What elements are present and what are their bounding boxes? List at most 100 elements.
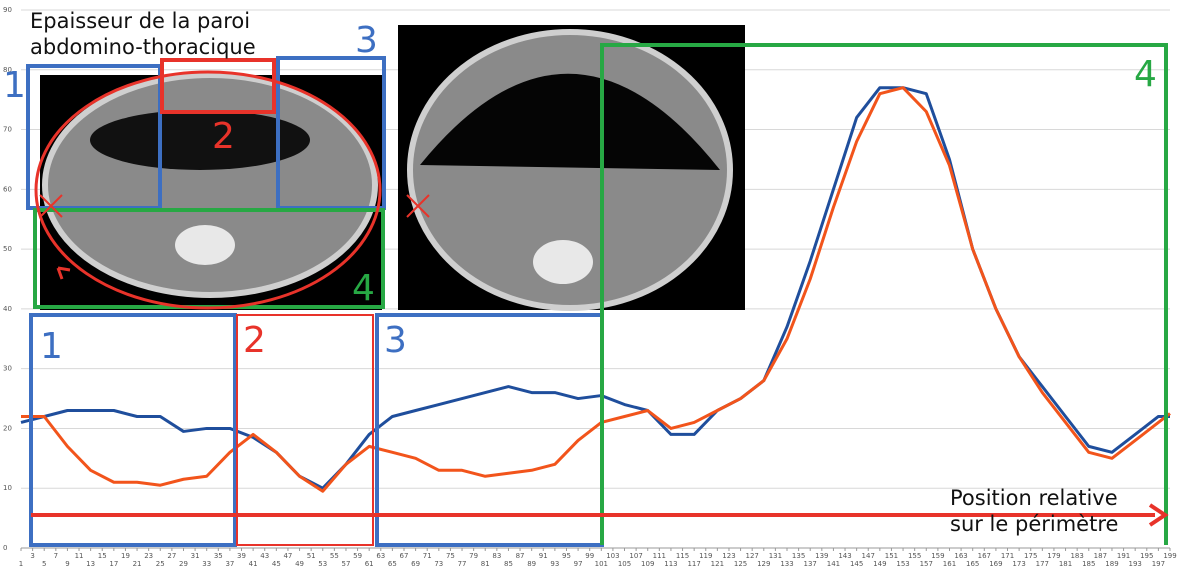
x-tick-label: 155 [908, 552, 921, 560]
x-tick-label: 69 [411, 560, 420, 568]
x-tick-label: 3 [30, 552, 34, 560]
x-tick-label: 93 [550, 560, 559, 568]
x-tick-label: 185 [1082, 560, 1095, 568]
region-label: 3 [384, 320, 407, 361]
x-tick-label: 47 [283, 552, 292, 560]
x-tick-label: 45 [272, 560, 281, 568]
x-tick-label: 193 [1128, 560, 1141, 568]
x-tick-label: 5 [42, 560, 46, 568]
x-tick-label: 135 [792, 552, 805, 560]
x-tick-label: 191 [1117, 552, 1130, 560]
x-tick-label: 67 [400, 552, 409, 560]
perimeter-path [34, 70, 382, 310]
x-tick-label: 169 [989, 560, 1002, 568]
x-tick-label: 153 [896, 560, 909, 568]
x-tick-label: 145 [850, 560, 863, 568]
x-tick-label: 127 [745, 552, 758, 560]
x-tick-label: 119 [699, 552, 712, 560]
x-tick-label: 101 [595, 560, 608, 568]
x-tick-label: 75 [446, 552, 455, 560]
region-label: 1 [3, 65, 26, 106]
x-tick-label: 173 [1012, 560, 1025, 568]
x-tick-label: 95 [562, 552, 571, 560]
x-tick-label: 187 [1094, 552, 1107, 560]
x-tick-label: 195 [1140, 552, 1153, 560]
x-tick-label: 123 [722, 552, 735, 560]
x-tick-label: 151 [885, 552, 898, 560]
x-tick-label: 97 [574, 560, 583, 568]
ct-spine [533, 240, 593, 284]
x-tick-label: 13 [86, 560, 95, 568]
x-tick-label: 55 [330, 552, 339, 560]
x-tick-label: 39 [237, 552, 246, 560]
x-tick-label: 73 [434, 560, 443, 568]
x-tick-label: 33 [202, 560, 211, 568]
x-tick-label: 35 [214, 552, 223, 560]
x-tick-label: 103 [606, 552, 619, 560]
x-tick-label: 83 [492, 552, 501, 560]
ct-spine [175, 225, 235, 265]
arrow-head [1148, 503, 1169, 527]
x-tick-label: 181 [1059, 560, 1072, 568]
region-label: 2 [212, 116, 235, 157]
x-tick-label: 161 [943, 560, 956, 568]
x-tick-label: 89 [527, 560, 536, 568]
y-tick-label: 50 [3, 245, 12, 253]
x-tick-label: 197 [1152, 560, 1165, 568]
x-tick-label: 17 [109, 560, 118, 568]
x-tick-label: 1 [19, 560, 23, 568]
annotation: sur le périmètre [950, 512, 1118, 536]
x-tick-label: 87 [516, 552, 525, 560]
annotation: Position relative [950, 486, 1118, 510]
x-tick-label: 59 [353, 552, 362, 560]
x-tick-label: 179 [1047, 552, 1060, 560]
annotation: Epaisseur de la paroi [30, 9, 250, 33]
region-box [29, 313, 237, 547]
x-tick-label: 27 [167, 552, 176, 560]
x-tick-label: 113 [664, 560, 677, 568]
x-tick-label: 189 [1105, 560, 1118, 568]
x-tick-label: 61 [365, 560, 374, 568]
x-tick-label: 51 [307, 552, 316, 560]
x-tick-label: 109 [641, 560, 654, 568]
x-tick-label: 43 [260, 552, 269, 560]
x-tick-label: 23 [144, 552, 153, 560]
y-tick-label: 30 [3, 365, 12, 373]
x-tick-label: 105 [618, 560, 631, 568]
x-tick-label: 141 [827, 560, 840, 568]
x-tick-label: 137 [804, 560, 817, 568]
x-tick-label: 147 [862, 552, 875, 560]
y-tick-label: 0 [3, 544, 7, 552]
region-label: 2 [243, 320, 266, 361]
x-tick-label: 139 [815, 552, 828, 560]
y-tick-label: 60 [3, 185, 12, 193]
x-tick-label: 129 [757, 560, 770, 568]
annotation: abdomino-thoracique [30, 35, 256, 59]
y-tick-label: 90 [3, 6, 12, 14]
y-tick-label: 20 [3, 424, 12, 432]
x-tick-label: 15 [98, 552, 107, 560]
x-tick-label: 117 [687, 560, 700, 568]
x-tick-label: 49 [295, 560, 304, 568]
region-box [600, 43, 1168, 545]
start-marker [39, 194, 430, 218]
x-tick-label: 19 [121, 552, 130, 560]
x-tick-label: 107 [629, 552, 642, 560]
x-tick-label: 21 [133, 560, 142, 568]
y-tick-label: 40 [3, 305, 12, 313]
x-tick-label: 111 [653, 552, 666, 560]
region-label: 1 [40, 326, 63, 367]
x-tick-label: 77 [458, 560, 467, 568]
x-tick-label: 79 [469, 552, 478, 560]
region-box [236, 314, 374, 546]
region-label: 4 [1134, 54, 1157, 95]
x-tick-label: 125 [734, 560, 747, 568]
x-tick-label: 133 [780, 560, 793, 568]
x-tick-label: 99 [585, 552, 594, 560]
x-tick-label: 71 [423, 552, 432, 560]
ct-gas [90, 110, 310, 170]
x-tick-label: 85 [504, 560, 513, 568]
x-tick-label: 115 [676, 552, 689, 560]
x-tick-label: 159 [931, 552, 944, 560]
